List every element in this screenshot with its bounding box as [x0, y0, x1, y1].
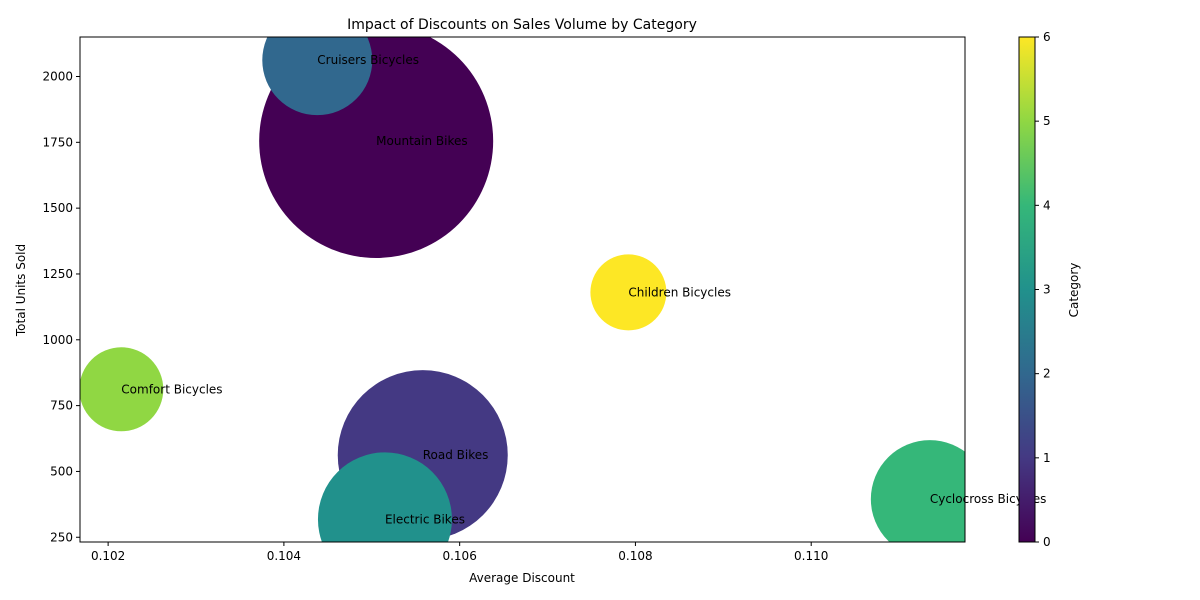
point-label-children-bicycles: Children Bicycles — [628, 285, 731, 299]
point-label-electric-bikes: Electric Bikes — [385, 512, 465, 526]
point-label-road-bikes: Road Bikes — [423, 448, 489, 462]
plot-frame — [79, 36, 966, 543]
bubble-layer — [80, 37, 965, 542]
x-tick-label: 0.106 — [442, 549, 476, 563]
colorbar-tick-label: 5 — [1043, 114, 1051, 128]
y-tick-label: 750 — [50, 399, 73, 413]
point-label-layer: Mountain Bikes Road Bikes Cruisers Bicycle… — [121, 53, 1046, 526]
y-tick-label: 1250 — [42, 267, 73, 281]
x-tick-label: 0.108 — [618, 549, 652, 563]
y-axis: 250 500 750 1000 1250 1500 1750 2000 — [42, 69, 80, 544]
point-label-cyclocross-bicycles: Cyclocross Bicycles — [930, 492, 1047, 506]
x-tick-label: 0.110 — [794, 549, 828, 563]
y-axis-label: Total Units Sold — [14, 244, 28, 337]
y-tick-label: 250 — [50, 530, 73, 544]
colorbar-label: Category — [1067, 263, 1081, 318]
colorbar-gradient — [1018, 36, 1036, 543]
y-tick-label: 1500 — [42, 201, 73, 215]
y-tick-label: 1750 — [42, 135, 73, 149]
point-label-cruisers-bicycles: Cruisers Bicycles — [317, 53, 419, 67]
x-tick-label: 0.104 — [267, 549, 301, 563]
colorbar: 0 1 2 3 4 5 6 Category — [1018, 30, 1081, 549]
bubble-cyclocross-bicycles — [870, 440, 965, 542]
y-tick-label: 2000 — [42, 69, 73, 83]
point-label-mountain-bikes: Mountain Bikes — [376, 134, 467, 148]
bubble-children-bicycles — [590, 254, 667, 331]
colorbar-tick-label: 1 — [1043, 451, 1051, 465]
point-label-comfort-bicycles: Comfort Bicycles — [121, 382, 222, 396]
colorbar-tick-label: 3 — [1043, 283, 1051, 297]
colorbar-tick-label: 2 — [1043, 367, 1051, 381]
colorbar-tick-label: 4 — [1043, 198, 1051, 212]
colorbar-tick-label: 0 — [1043, 535, 1051, 549]
colorbar-tick-label: 6 — [1043, 30, 1051, 44]
chart-title: Impact of Discounts on Sales Volume by C… — [347, 17, 697, 33]
x-tick-label: 0.102 — [91, 549, 125, 563]
x-axis-label: Average Discount — [469, 571, 575, 585]
x-axis: 0.102 0.104 0.106 0.108 0.110 — [91, 542, 828, 563]
y-tick-label: 500 — [50, 464, 73, 478]
bubble-comfort-bicycles — [80, 347, 164, 432]
colorbar-ticks: 0 1 2 3 4 5 6 — [1035, 30, 1051, 549]
y-tick-label: 1000 — [42, 333, 73, 347]
bubble-cruisers-bicycles — [262, 37, 373, 116]
bubble-electric-bikes — [317, 452, 452, 542]
